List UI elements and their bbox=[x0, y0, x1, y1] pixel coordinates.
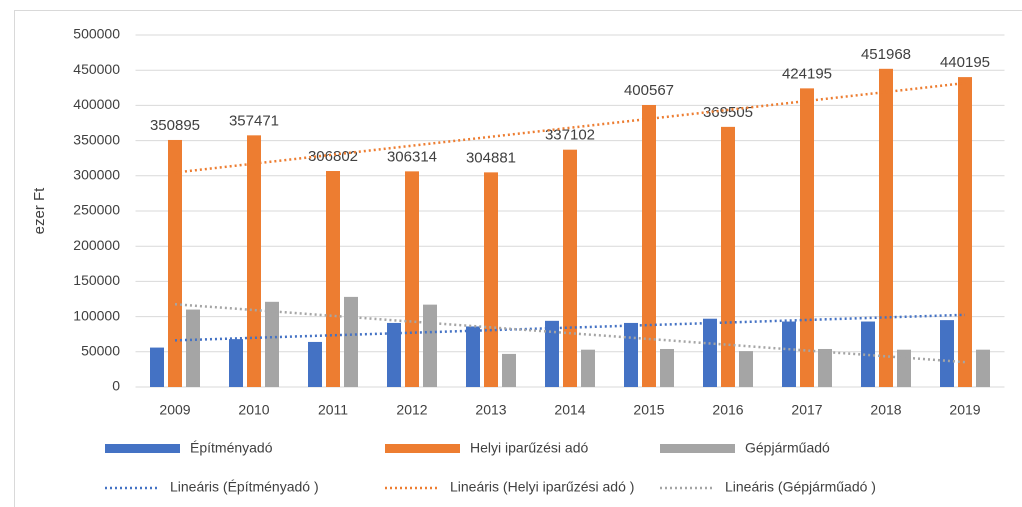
y-tick-label: 150000 bbox=[73, 272, 120, 288]
legend-label: Lineáris (Gépjárműadó ) bbox=[725, 479, 876, 495]
bar bbox=[168, 139, 182, 387]
x-tick-label: 2010 bbox=[238, 402, 269, 418]
bar bbox=[265, 301, 279, 387]
data-label: 424195 bbox=[782, 65, 832, 82]
bar bbox=[466, 326, 480, 387]
y-tick-label: 350000 bbox=[73, 131, 120, 147]
y-tick-label: 50000 bbox=[81, 343, 120, 359]
bar bbox=[782, 321, 796, 387]
bar bbox=[229, 339, 243, 387]
chart-border bbox=[14, 10, 1022, 507]
bar bbox=[940, 320, 954, 387]
y-tick-label: 300000 bbox=[73, 167, 120, 183]
bar bbox=[405, 171, 419, 387]
data-label: 337102 bbox=[545, 127, 595, 144]
legend-label: Építményadó bbox=[190, 440, 273, 456]
legend-swatch bbox=[660, 444, 735, 453]
bar bbox=[308, 341, 322, 387]
bar bbox=[861, 321, 875, 387]
legend-label: Lineáris (Építményadó ) bbox=[170, 479, 319, 495]
bar bbox=[563, 149, 577, 387]
y-tick-label: 0 bbox=[112, 378, 120, 394]
x-tick-label: 2013 bbox=[475, 402, 506, 418]
data-label: 369505 bbox=[703, 104, 753, 121]
bar bbox=[186, 309, 200, 387]
data-label: 440195 bbox=[940, 54, 990, 71]
data-label: 451968 bbox=[861, 46, 911, 63]
bar bbox=[387, 322, 401, 387]
data-label: 304881 bbox=[466, 149, 516, 166]
data-label: 350895 bbox=[150, 117, 200, 134]
x-tick-label: 2011 bbox=[318, 402, 348, 418]
y-tick-label: 200000 bbox=[73, 237, 120, 253]
bar bbox=[660, 348, 674, 387]
bar bbox=[958, 77, 972, 387]
bar bbox=[545, 320, 559, 387]
x-tick-label: 2014 bbox=[554, 402, 585, 418]
bar bbox=[344, 296, 358, 387]
y-tick-label: 100000 bbox=[73, 307, 120, 323]
y-tick-label: 450000 bbox=[73, 61, 120, 77]
bar bbox=[739, 351, 753, 387]
bar bbox=[976, 349, 990, 387]
y-tick-label: 400000 bbox=[73, 96, 120, 112]
bar bbox=[897, 349, 911, 387]
x-tick-label: 2015 bbox=[633, 402, 664, 418]
trendline bbox=[174, 303, 966, 364]
y-axis-label: ezer Ft bbox=[31, 187, 48, 235]
bar bbox=[624, 322, 638, 387]
bar bbox=[800, 88, 814, 387]
y-tick-label: 250000 bbox=[73, 202, 120, 218]
x-tick-label: 2016 bbox=[712, 402, 743, 418]
data-label: 357471 bbox=[229, 112, 279, 129]
bar bbox=[247, 135, 261, 387]
trendline bbox=[174, 313, 966, 342]
x-tick-label: 2017 bbox=[791, 402, 822, 418]
bar bbox=[150, 347, 164, 387]
bar bbox=[502, 353, 516, 387]
bar bbox=[423, 304, 437, 387]
data-label: 306314 bbox=[387, 148, 437, 165]
x-tick-label: 2012 bbox=[396, 402, 427, 418]
bar bbox=[642, 105, 656, 388]
data-label: 400567 bbox=[624, 82, 674, 99]
legend-swatch bbox=[105, 444, 180, 453]
x-tick-label: 2019 bbox=[949, 402, 980, 418]
bar bbox=[721, 126, 735, 388]
legend-label: Lineáris (Helyi iparűzési adó ) bbox=[450, 479, 634, 495]
x-tick-label: 2018 bbox=[870, 402, 901, 418]
legend-label: Helyi iparűzési adó bbox=[470, 440, 588, 456]
bar bbox=[879, 68, 893, 388]
bar bbox=[581, 349, 595, 387]
bar bbox=[703, 318, 717, 387]
x-tick-label: 2009 bbox=[159, 402, 190, 418]
bar bbox=[484, 172, 498, 387]
bar bbox=[326, 171, 340, 387]
bar bbox=[818, 348, 832, 387]
legend-swatch bbox=[385, 444, 460, 453]
legend-label: Gépjárműadó bbox=[745, 440, 830, 456]
y-tick-label: 500000 bbox=[73, 26, 120, 42]
